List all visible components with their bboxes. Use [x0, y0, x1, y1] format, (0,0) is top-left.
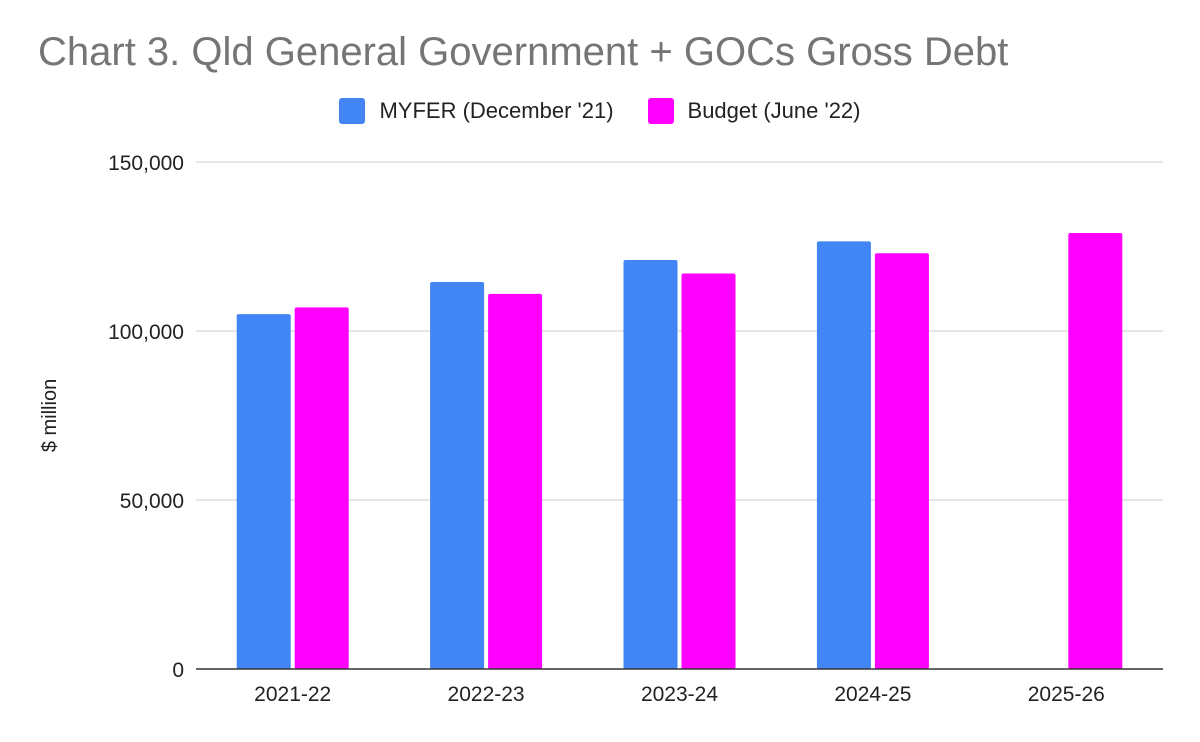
bar-budget-2021-22 — [294, 307, 349, 669]
bar-myfer-2021-22 — [236, 314, 291, 669]
bar-budget-2023-24 — [681, 273, 736, 669]
legend-label-myfer: MYFER (December '21) — [379, 98, 614, 123]
y-tick-label: 100,000 — [108, 321, 184, 344]
x-tick-label: 2023-24 — [641, 683, 718, 706]
bar-budget-2022-23 — [488, 293, 543, 669]
x-tick-label: 2022-23 — [448, 683, 525, 706]
legend: MYFER (December '21) Budget (June '22) — [0, 98, 1200, 124]
bar-budget-2025-26 — [1068, 232, 1123, 670]
legend-item-budget[interactable]: Budget (June '22) — [647, 98, 861, 124]
legend-swatch-myfer — [339, 98, 366, 124]
bar-myfer-2022-23 — [430, 281, 485, 669]
legend-swatch-budget — [647, 98, 674, 124]
bar-myfer-2023-24 — [623, 260, 678, 669]
x-tick-label: 2024-25 — [834, 683, 911, 706]
y-tick-label: 50,000 — [120, 490, 184, 513]
legend-item-myfer[interactable]: MYFER (December '21) — [339, 98, 614, 124]
y-axis-title: $ million — [39, 379, 61, 452]
y-tick-label: 150,000 — [108, 152, 184, 175]
x-tick-label: 2021-22 — [254, 683, 331, 706]
y-tick-label: 0 — [172, 659, 184, 682]
x-tick-label: 2025-26 — [1028, 683, 1105, 706]
bar-myfer-2024-25 — [816, 241, 871, 669]
legend-label-budget: Budget (June '22) — [687, 98, 861, 123]
bar-budget-2024-25 — [874, 253, 929, 669]
chart-title: Chart 3. Qld General Government + GOCs G… — [38, 30, 1009, 74]
